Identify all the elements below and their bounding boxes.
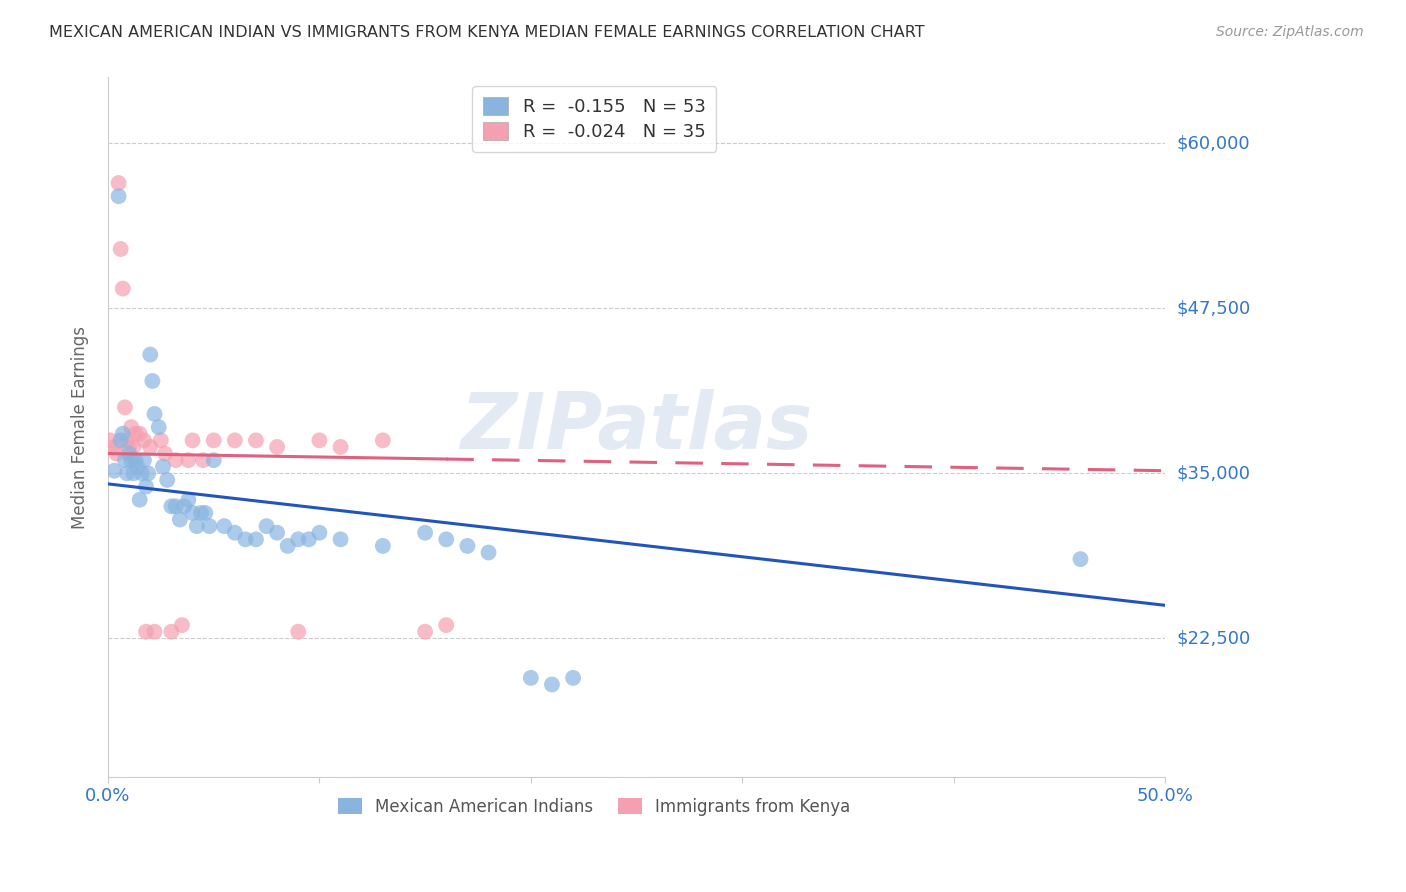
Point <box>111 282 134 296</box>
Point <box>298 533 321 547</box>
Point <box>256 519 278 533</box>
Point <box>371 434 394 448</box>
Point <box>266 440 288 454</box>
Point <box>434 618 457 632</box>
Point <box>186 519 208 533</box>
Point <box>266 525 288 540</box>
Point <box>456 539 478 553</box>
Text: $35,000: $35,000 <box>1177 465 1250 483</box>
Point <box>541 677 564 691</box>
Point <box>173 500 195 514</box>
Point <box>139 440 162 454</box>
Text: $47,500: $47,500 <box>1177 300 1250 318</box>
Point <box>135 479 157 493</box>
Point <box>124 426 146 441</box>
Point <box>132 434 155 448</box>
Point <box>149 434 172 448</box>
Point <box>413 624 436 639</box>
Point <box>128 492 150 507</box>
Point <box>1069 552 1091 566</box>
Y-axis label: Median Female Earnings: Median Female Earnings <box>72 326 89 529</box>
Point <box>132 453 155 467</box>
Point <box>169 512 191 526</box>
Point <box>245 533 267 547</box>
Point <box>152 459 174 474</box>
Point <box>135 624 157 639</box>
Text: $60,000: $60,000 <box>1177 135 1250 153</box>
Point <box>214 519 236 533</box>
Point <box>181 506 204 520</box>
Point <box>136 467 159 481</box>
Point <box>245 434 267 448</box>
Point <box>148 420 170 434</box>
Point <box>143 407 166 421</box>
Text: Source: ZipAtlas.com: Source: ZipAtlas.com <box>1216 25 1364 39</box>
Point <box>103 464 125 478</box>
Point <box>191 453 214 467</box>
Point <box>105 446 128 460</box>
Point <box>128 426 150 441</box>
Point <box>120 420 142 434</box>
Point <box>287 624 309 639</box>
Point <box>118 440 141 454</box>
Point <box>202 453 225 467</box>
Point <box>477 545 499 559</box>
Text: $22,500: $22,500 <box>1177 629 1250 648</box>
Point <box>371 539 394 553</box>
Point <box>177 453 200 467</box>
Legend: Mexican American Indians, Immigrants from Kenya: Mexican American Indians, Immigrants fro… <box>330 789 859 824</box>
Point <box>181 434 204 448</box>
Point <box>520 671 543 685</box>
Point <box>287 533 309 547</box>
Point <box>277 539 299 553</box>
Point <box>562 671 585 685</box>
Point <box>118 446 141 460</box>
Point <box>160 624 183 639</box>
Point <box>127 459 149 474</box>
Point <box>165 500 187 514</box>
Point <box>413 525 436 540</box>
Point <box>190 506 212 520</box>
Point <box>110 434 132 448</box>
Point <box>224 434 246 448</box>
Point <box>308 434 330 448</box>
Point <box>115 467 138 481</box>
Point <box>153 446 176 460</box>
Point <box>202 434 225 448</box>
Text: MEXICAN AMERICAN INDIAN VS IMMIGRANTS FROM KENYA MEDIAN FEMALE EARNINGS CORRELAT: MEXICAN AMERICAN INDIAN VS IMMIGRANTS FR… <box>49 25 925 40</box>
Point <box>434 533 457 547</box>
Point <box>114 401 136 415</box>
Point <box>308 525 330 540</box>
Point <box>329 440 352 454</box>
Point <box>131 467 153 481</box>
Point <box>122 467 145 481</box>
Point <box>198 519 221 533</box>
Point <box>156 473 179 487</box>
Point <box>111 426 134 441</box>
Point <box>139 348 162 362</box>
Point <box>194 506 217 520</box>
Point <box>329 533 352 547</box>
Point <box>160 500 183 514</box>
Point <box>115 434 138 448</box>
Point <box>177 492 200 507</box>
Point <box>143 624 166 639</box>
Point <box>120 453 142 467</box>
Point <box>114 453 136 467</box>
Point <box>124 453 146 467</box>
Point <box>107 189 129 203</box>
Point <box>122 440 145 454</box>
Point <box>141 374 163 388</box>
Point <box>235 533 257 547</box>
Point <box>224 525 246 540</box>
Point <box>170 618 193 632</box>
Point <box>103 440 125 454</box>
Point <box>165 453 187 467</box>
Text: ZIPatlas: ZIPatlas <box>460 389 813 465</box>
Point <box>107 176 129 190</box>
Point <box>110 242 132 256</box>
Point <box>98 434 121 448</box>
